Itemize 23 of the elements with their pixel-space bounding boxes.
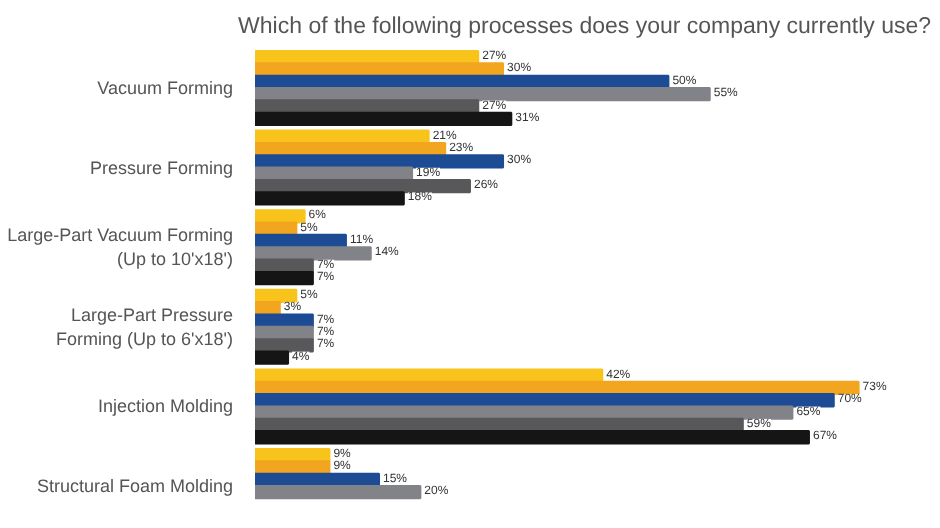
y-tick-label: Injection Molding (97, 396, 234, 417)
bar (255, 111, 513, 127)
bar (255, 209, 306, 224)
chart-title: Which of the following processes does your company currently use? (238, 15, 932, 39)
y-tick-label: Vacuum Forming (97, 78, 234, 98)
bar (255, 485, 422, 500)
bar (255, 405, 794, 420)
bar (255, 99, 480, 114)
bar (255, 246, 372, 261)
bar (255, 270, 314, 286)
bar (255, 313, 314, 328)
bar (255, 87, 711, 102)
y-tick-label: Pressure Forming (89, 157, 234, 178)
bar (255, 62, 505, 77)
bar (255, 430, 810, 445)
bar (255, 460, 331, 475)
bar (255, 154, 505, 169)
bar (255, 191, 405, 206)
y-tick-label: Large-Part Vacuum Forming (Up to 10'x18') (7, 225, 234, 270)
bar (255, 368, 604, 383)
y-tick-label: Large-Part Pressure Forming (Up to 6'x18') (56, 304, 234, 349)
y-tick-label: Structural Foam Molding (36, 476, 234, 496)
bar (255, 350, 290, 365)
